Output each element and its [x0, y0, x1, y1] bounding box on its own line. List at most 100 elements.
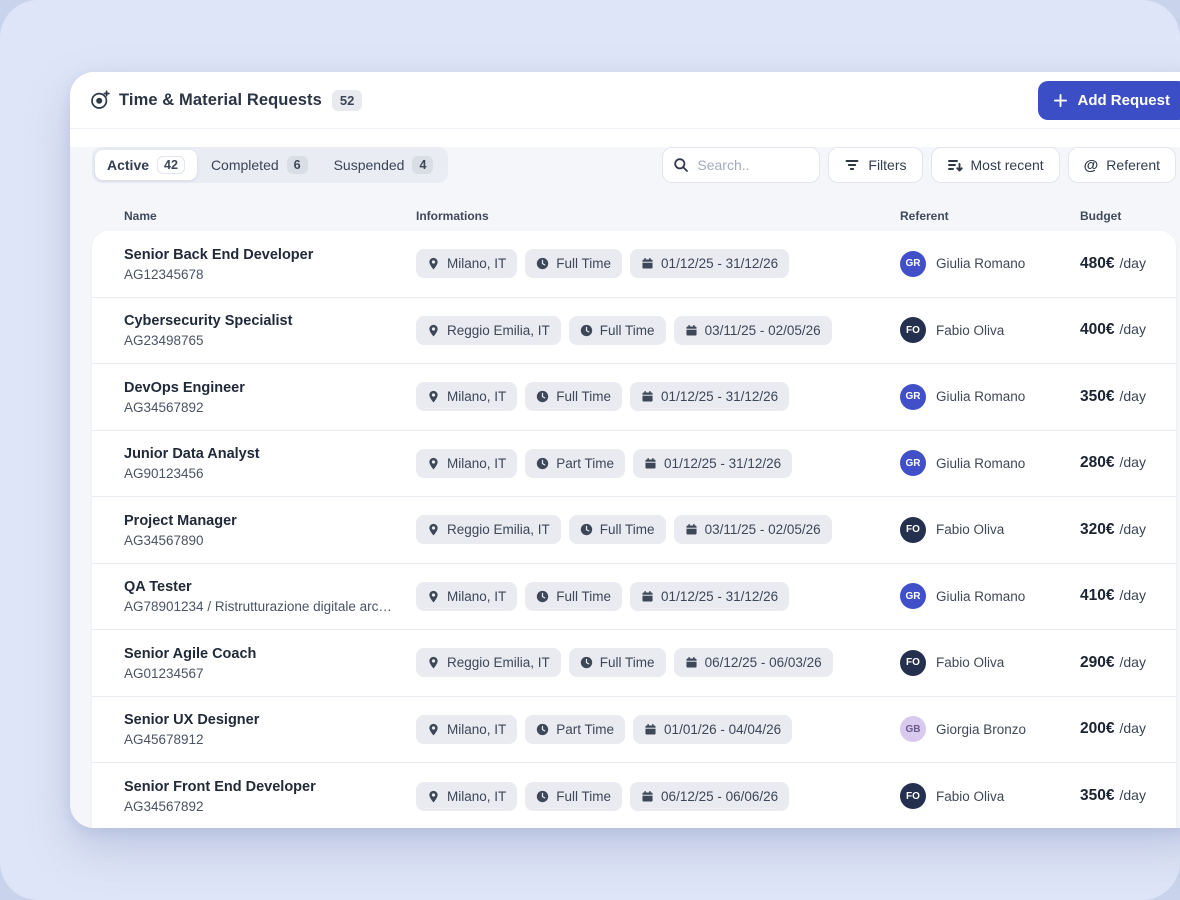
table-row[interactable]: Junior Data Analyst AG90123456 Milano, I…: [92, 431, 1176, 497]
time-type-badge: Full Time: [525, 249, 623, 279]
table-row[interactable]: QA Tester AG78901234 / Ristrutturazione …: [92, 564, 1176, 630]
request-name: Senior Agile Coach: [124, 645, 257, 662]
budget-value: 400€: [1080, 321, 1115, 339]
budget-value: 480€: [1080, 254, 1115, 272]
budget-cell: 350€ /day: [1080, 388, 1176, 406]
location-label: Milano, IT: [447, 256, 507, 272]
table-row[interactable]: DevOps Engineer AG34567892 Milano, IT Fu…: [92, 364, 1176, 431]
at-icon: @: [1083, 156, 1099, 174]
most-recent-label: Most recent: [970, 157, 1044, 173]
referent-button[interactable]: @ Referent: [1067, 147, 1176, 183]
dates-badge: 01/12/25 - 31/12/26: [633, 448, 793, 478]
budget-unit: /day: [1119, 321, 1146, 338]
request-name: DevOps Engineer: [124, 379, 245, 396]
name-cell: Senior UX Designer AG45678912: [124, 711, 416, 747]
time-type-label: Full Time: [556, 588, 612, 604]
dates-badge: 01/01/26 - 04/04/26: [633, 714, 793, 744]
budget-value: 350€: [1080, 387, 1115, 405]
tab-count-badge: 6: [286, 156, 308, 174]
calendar-icon: [686, 657, 697, 668]
referent-name: Giulia Romano: [936, 455, 1026, 471]
referent-cell: GB Giorgia Bronzo: [900, 716, 1080, 743]
table-row[interactable]: Senior Front End Developer AG34567892 Mi…: [92, 763, 1176, 828]
most-recent-button[interactable]: Most recent: [930, 147, 1060, 183]
map-pin-icon: [429, 590, 438, 603]
calendar-icon: [645, 723, 656, 735]
location-badge: Milano, IT: [416, 382, 518, 412]
referent-avatar: GR: [900, 383, 926, 410]
budget-unit: /day: [1119, 454, 1146, 471]
filters-label: Filters: [868, 157, 907, 173]
clock-icon: [537, 723, 549, 735]
tab-active[interactable]: Active 42: [95, 150, 197, 180]
search-input[interactable]: [662, 147, 821, 183]
tab-label: Suspended: [333, 157, 405, 173]
column-header-informations: Informations: [416, 208, 489, 223]
informations-cell: Milano, IT Part Time 01/12/25 - 31/12/26: [416, 448, 900, 478]
dates-badge: 01/12/25 - 31/12/26: [630, 249, 790, 279]
map-pin-icon: [429, 723, 438, 736]
column-header-referent: Referent: [900, 208, 949, 223]
column-header-budget: Budget: [1080, 208, 1122, 223]
tab-suspended[interactable]: Suspended 4: [322, 150, 446, 180]
clock-icon: [537, 391, 549, 403]
table-row[interactable]: Project Manager AG34567890 Reggio Emilia…: [92, 497, 1176, 564]
informations-cell: Reggio Emilia, IT Full Time 03/11/25 - 0…: [416, 515, 900, 545]
map-pin-icon: [429, 324, 438, 337]
location-badge: Milano, IT: [416, 448, 518, 478]
time-type-badge: Part Time: [525, 714, 626, 744]
toolbar: Active 42 Completed 6 Suspended 4: [92, 147, 1176, 183]
tab-count-badge: 4: [412, 156, 434, 174]
table-row[interactable]: Senior Agile Coach AG01234567 Reggio Emi…: [92, 630, 1176, 697]
location-label: Milano, IT: [447, 588, 507, 604]
clock-icon: [537, 258, 549, 270]
budget-unit: /day: [1119, 387, 1146, 404]
location-label: Milano, IT: [447, 455, 507, 471]
request-code: AG34567892: [124, 399, 204, 415]
budget-unit: /day: [1119, 720, 1146, 737]
filter-icon: [845, 160, 859, 170]
budget-cell: 410€ /day: [1080, 587, 1176, 605]
dates-badge: 06/12/25 - 06/06/26: [630, 781, 790, 811]
toolbar-controls: Filters Most recent @ Referent: [662, 147, 1176, 183]
time-type-label: Full Time: [599, 522, 655, 538]
calendar-icon: [642, 790, 653, 802]
dates-label: 06/12/25 - 06/03/26: [704, 655, 822, 671]
informations-cell: Milano, IT Full Time 06/12/25 - 06/06/26: [416, 781, 900, 811]
location-badge: Milano, IT: [416, 581, 518, 611]
time-type-badge: Part Time: [525, 448, 626, 478]
table-column-headers: Name Informations Referent Budget: [92, 208, 1176, 223]
request-name: Project Manager: [124, 512, 237, 529]
card-body: Active 42 Completed 6 Suspended 4: [70, 147, 1180, 828]
map-pin-icon: [429, 657, 438, 669]
dates-label: 01/12/25 - 31/12/26: [661, 389, 779, 405]
referent-name: Fabio Oliva: [936, 522, 1005, 538]
budget-value: 320€: [1080, 520, 1115, 538]
filters-button[interactable]: Filters: [828, 147, 923, 183]
table-rows: Senior Back End Developer AG12345678 Mil…: [92, 231, 1176, 828]
location-label: Milano, IT: [447, 721, 507, 737]
clock-icon: [580, 524, 592, 536]
dates-label: 03/11/25 - 02/05/26: [704, 522, 821, 538]
table-row[interactable]: Cybersecurity Specialist AG23498765 Regg…: [92, 298, 1176, 364]
location-badge: Reggio Emilia, IT: [416, 315, 561, 345]
name-cell: DevOps Engineer AG34567892: [124, 379, 416, 415]
table-row[interactable]: Senior Back End Developer AG12345678 Mil…: [92, 231, 1176, 298]
name-cell: Senior Agile Coach AG01234567: [124, 645, 416, 681]
referent-name: Fabio Oliva: [936, 322, 1005, 338]
tab-completed[interactable]: Completed 6: [199, 150, 320, 180]
budget-cell: 280€ /day: [1080, 454, 1176, 472]
status-tabs: Active 42 Completed 6 Suspended 4: [92, 147, 449, 183]
request-name: Senior Back End Developer: [124, 246, 314, 263]
request-code: AG45678912: [124, 732, 204, 748]
location-label: Reggio Emilia, IT: [447, 655, 550, 671]
request-name: Cybersecurity Specialist: [124, 313, 293, 330]
referent-avatar: GR: [900, 450, 926, 477]
map-pin-icon: [429, 524, 438, 536]
referent-name: Giulia Romano: [936, 256, 1026, 272]
map-pin-icon: [429, 391, 438, 403]
table-row[interactable]: Senior UX Designer AG45678912 Milano, IT…: [92, 697, 1176, 763]
time-type-label: Full Time: [556, 788, 612, 804]
add-request-button[interactable]: Add Request: [1038, 80, 1180, 120]
referent-avatar: FO: [900, 783, 926, 810]
